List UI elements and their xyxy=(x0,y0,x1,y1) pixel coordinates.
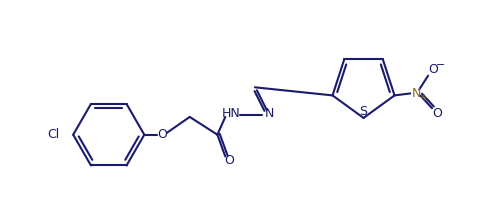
Text: HN: HN xyxy=(222,107,241,120)
Text: O: O xyxy=(224,154,234,167)
Text: S: S xyxy=(359,105,367,118)
Text: O: O xyxy=(428,63,438,76)
Text: Cl: Cl xyxy=(47,128,59,141)
Text: −: − xyxy=(436,60,446,70)
Text: O: O xyxy=(432,107,442,120)
Text: +: + xyxy=(419,93,427,103)
Text: O: O xyxy=(157,128,167,141)
Text: N: N xyxy=(265,107,274,120)
Text: N: N xyxy=(411,87,421,100)
